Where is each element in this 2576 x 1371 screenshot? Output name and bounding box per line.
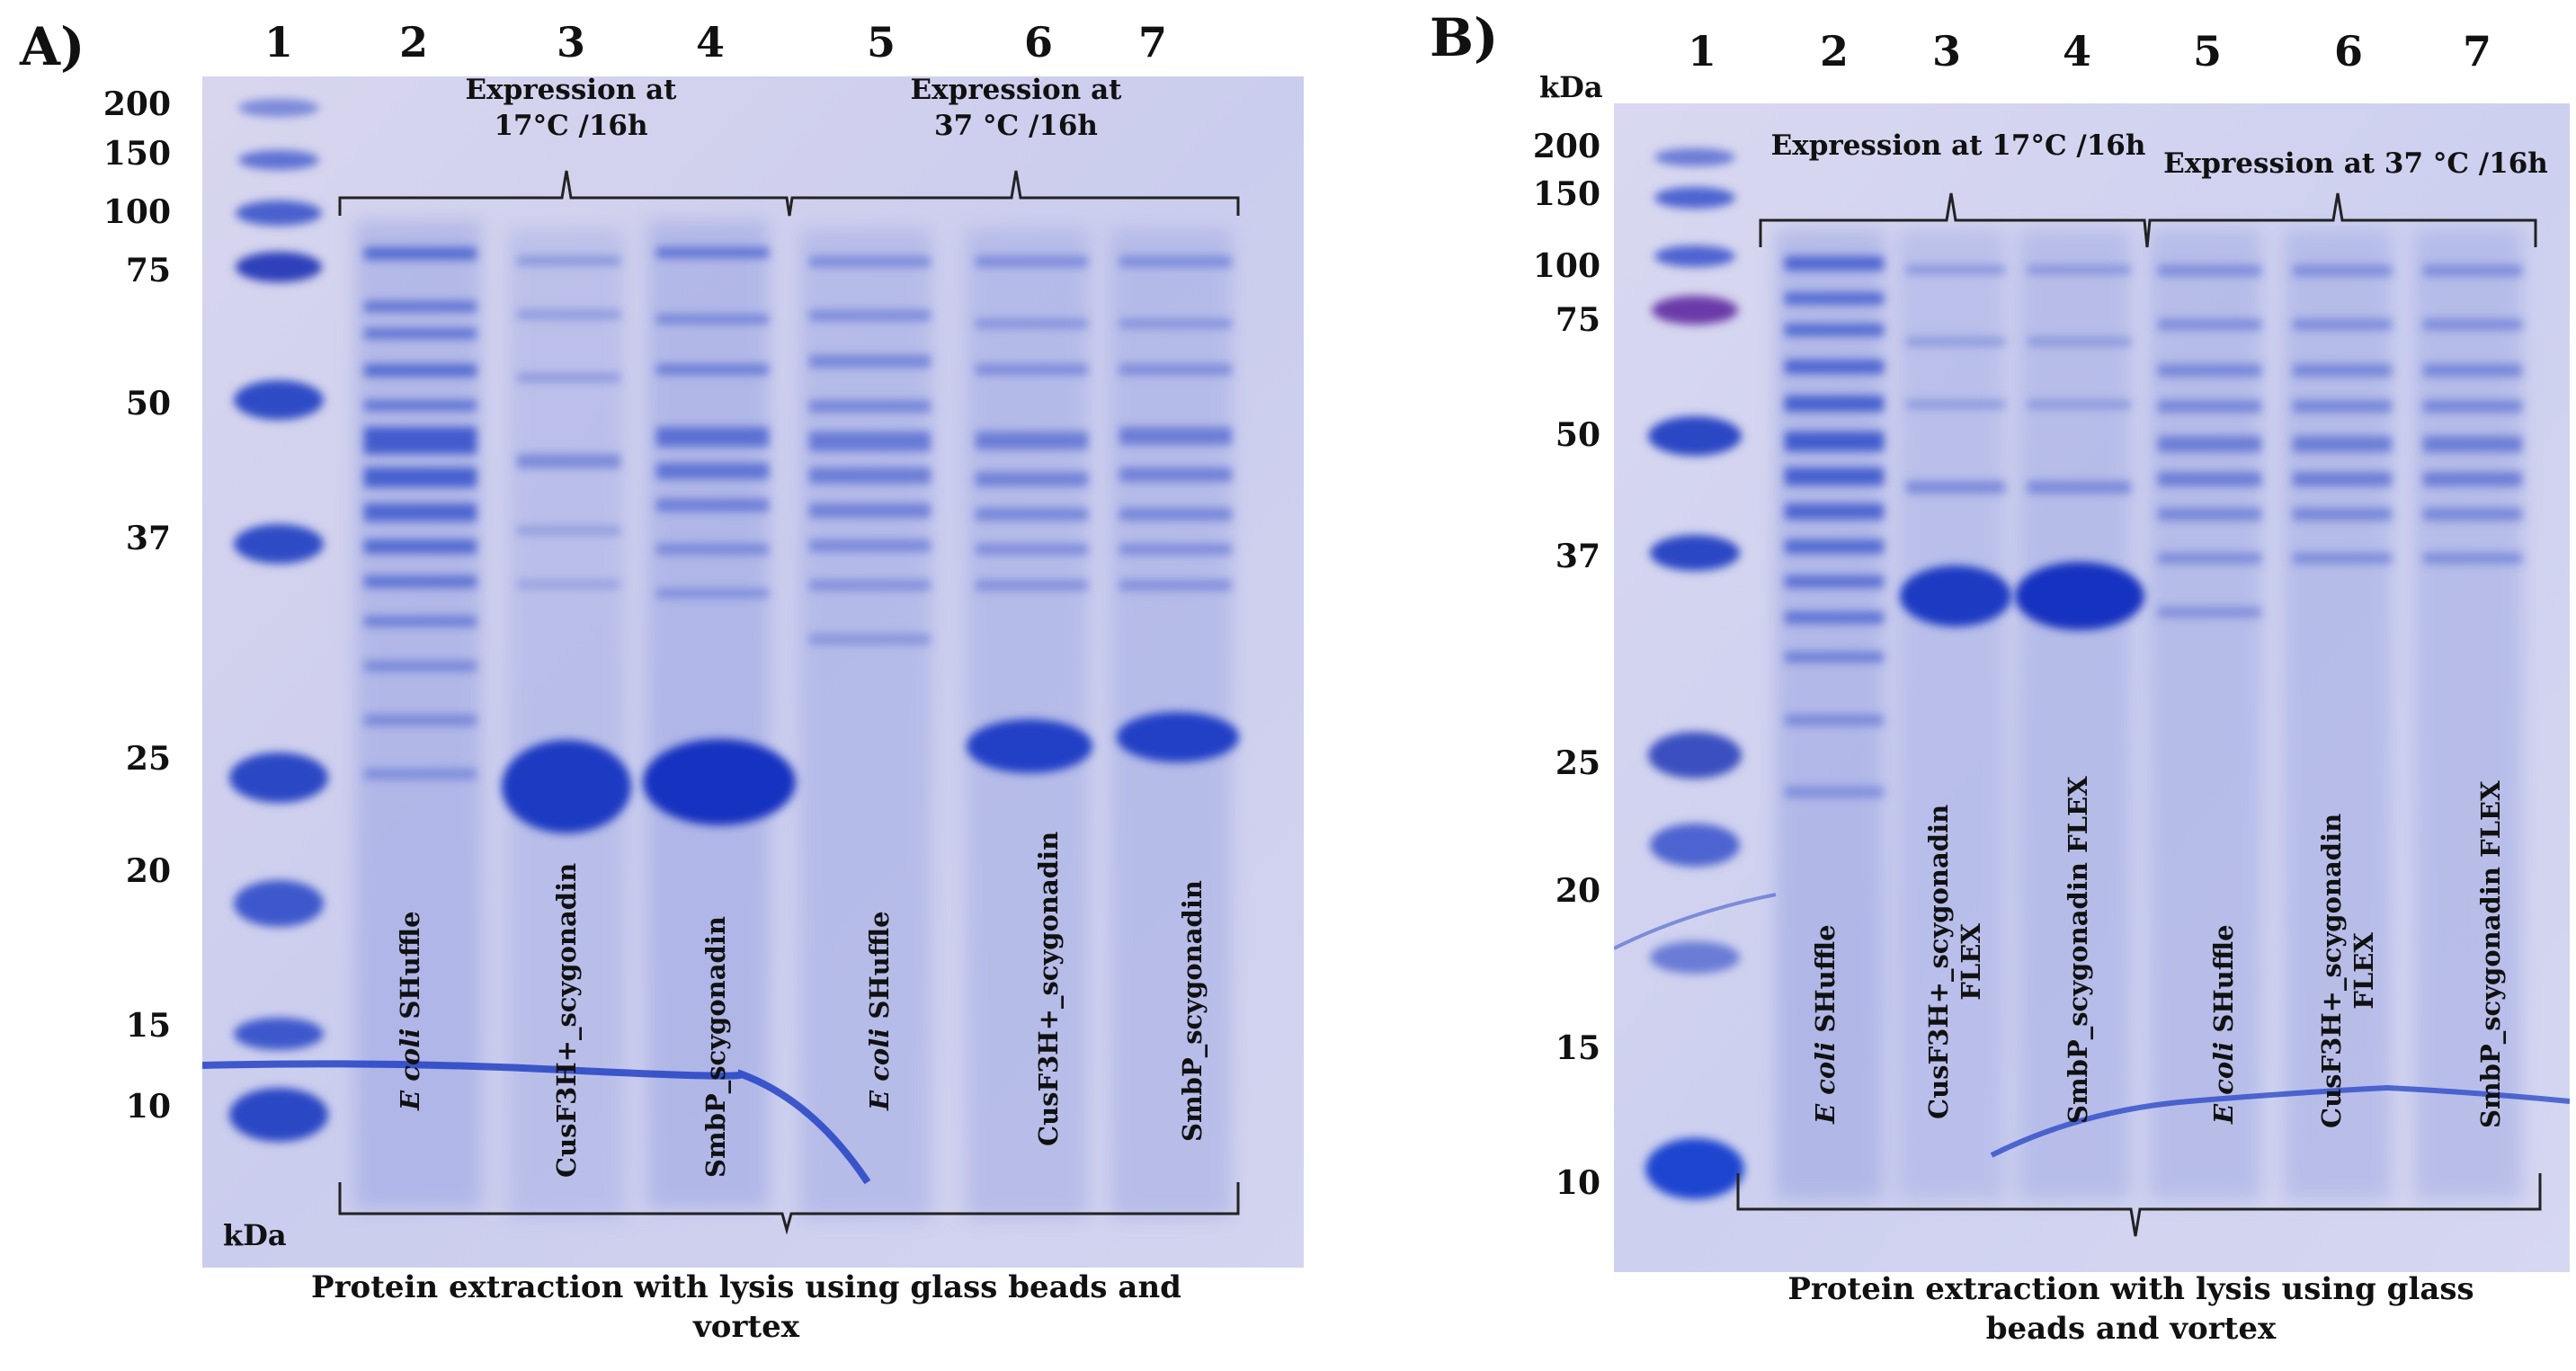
panel-a-lane-number-1: 1 bbox=[263, 18, 294, 67]
panel-a-bracket-top bbox=[338, 170, 1240, 217]
panel-b-lane-label-5-italic: E coli bbox=[2208, 1041, 2239, 1124]
panel-a-marker-75: 75 bbox=[125, 252, 171, 289]
panel-b-marker-75: 75 bbox=[1555, 301, 1600, 339]
panel-b-lane-number-1: 1 bbox=[1687, 27, 1717, 76]
panel-b-lane-label-6-line2: FLEX bbox=[2349, 932, 2379, 1010]
panel-b-lane-label-3: CusF3H+_scygonadin FLEX bbox=[1922, 805, 1987, 1119]
panel-a-condition-17-line1: Expression at bbox=[465, 74, 677, 106]
panel-b-marker-15: 15 bbox=[1555, 1029, 1600, 1067]
panel-b-kda-label: kDa bbox=[1539, 70, 1603, 104]
panel-a-lane-number-2: 2 bbox=[398, 18, 429, 67]
panel-a-bracket-bottom bbox=[338, 1182, 1240, 1235]
panel-a-lane-number-6: 6 bbox=[1023, 18, 1054, 67]
panel-b-marker-150: 150 bbox=[1532, 175, 1600, 213]
panel-a-lane-label-2-italic: E coli bbox=[395, 1028, 425, 1110]
panel-b-lane-label-4-text: SmbP_scygonadin FLEX bbox=[2063, 776, 2093, 1124]
panel-b-lane-number-5: 5 bbox=[2192, 27, 2223, 76]
panel-b-caption-line2: beads and vortex bbox=[1985, 1311, 2277, 1347]
panel-a-lane-label-7-text: SmbP_scygonadin bbox=[1177, 880, 1208, 1142]
panel-b-gel-image bbox=[1614, 103, 2570, 1272]
panel-b-marker-50: 50 bbox=[1555, 416, 1600, 454]
panel-b-lane-label-7: SmbP_scygonadin FLEX bbox=[2474, 780, 2507, 1128]
panel-b-marker-25: 25 bbox=[1555, 744, 1600, 782]
panel-b-lane-number-2: 2 bbox=[1819, 27, 1850, 76]
panel-b-marker-200: 200 bbox=[1532, 128, 1600, 165]
panel-b-lane-label-4: SmbP_scygonadin FLEX bbox=[2062, 776, 2094, 1124]
panel-b-lane-label-6: CusF3H+_scygonadin FLEX bbox=[2315, 814, 2380, 1128]
panel-b-lane-number-3: 3 bbox=[1931, 27, 1962, 76]
panel-a-lane-number-4: 4 bbox=[695, 18, 726, 67]
panel-a-letter: A) bbox=[20, 16, 85, 77]
panel-b-marker-37: 37 bbox=[1555, 538, 1600, 575]
panel-a-lane-label-6: CusF3H+_scygonadin bbox=[1032, 832, 1065, 1146]
panel-a-condition-37: Expression at 37 °C /16h bbox=[868, 72, 1164, 144]
panel-b-lane-label-2: E coli SHuffle bbox=[1809, 924, 1841, 1124]
panel-a-condition-37-line2: 37 °C /16h bbox=[934, 110, 1098, 142]
panel-a-lane-label-2: E coli SHuffle bbox=[394, 911, 426, 1110]
panel-a-lane-label-5-italic: E coli bbox=[864, 1028, 895, 1110]
panel-a-marker-15: 15 bbox=[125, 1007, 171, 1045]
panel-a-lane-number-5: 5 bbox=[866, 18, 896, 67]
panel-a-marker-150: 150 bbox=[103, 135, 171, 173]
panel-b-lane-label-2-italic: E coli bbox=[1810, 1041, 1841, 1124]
panel-a-caption-line2: vortex bbox=[693, 1309, 799, 1345]
panel-a-lane-label-5: E coli SHuffle bbox=[863, 911, 896, 1110]
panel-a-lane-label-2-rest: SHuffle bbox=[395, 911, 425, 1028]
panel-a-lane-label-6-text: CusF3H+_scygonadin bbox=[1033, 831, 1064, 1146]
panel-a-condition-17: Expression at 17°C /16h bbox=[423, 72, 719, 144]
panel-a-lane-label-3: CusF3H+_scygonadin bbox=[550, 863, 583, 1178]
panel-b-marker-20: 20 bbox=[1555, 872, 1600, 910]
panel-b-lane-label-6-line1: CusF3H+_scygonadin bbox=[2316, 813, 2347, 1128]
panel-a-lane-label-5-rest: SHuffle bbox=[864, 911, 895, 1028]
panel-a-condition-17-line2: 17°C /16h bbox=[494, 110, 648, 142]
panel-a-lane-label-4: SmbP_scygonadin bbox=[700, 916, 732, 1178]
panel-a-caption-line1: Protein extraction with lysis using glas… bbox=[311, 1269, 1181, 1305]
panel-a-lane-label-7: SmbP_scygonadin bbox=[1176, 880, 1208, 1142]
panel-a-marker-10: 10 bbox=[125, 1088, 171, 1126]
panel-a-lane-label-4-text: SmbP_scygonadin bbox=[700, 916, 731, 1178]
panel-a-marker-50: 50 bbox=[125, 385, 171, 423]
panel-b-lane-label-5: E coli SHuffle bbox=[2207, 924, 2240, 1124]
panel-a-caption: Protein extraction with lysis using glas… bbox=[297, 1268, 1196, 1347]
panel-b-marker-100: 100 bbox=[1532, 247, 1600, 285]
panel-a-marker-20: 20 bbox=[125, 852, 171, 890]
panel-b-lane-label-5-rest: SHuffle bbox=[2208, 924, 2239, 1042]
panel-b-lane-label-2-rest: SHuffle bbox=[1810, 924, 1841, 1042]
panel-a-lane-label-3-text: CusF3H+_scygonadin bbox=[551, 862, 582, 1178]
panel-b-lane-label-7-text: SmbP_scygonadin FLEX bbox=[2475, 780, 2506, 1128]
panel-a-lane-number-7: 7 bbox=[1137, 18, 1168, 67]
panel-a-condition-37-line1: Expression at bbox=[910, 74, 1122, 106]
panel-b-condition-37: Expression at 37 °C /16h bbox=[2163, 147, 2548, 180]
panel-a-gel-svg bbox=[202, 76, 1304, 1268]
panel-b-caption-line1: Protein extraction with lysis using glas… bbox=[1787, 1271, 2474, 1307]
panel-b-gel-svg bbox=[1614, 103, 2570, 1272]
panel-a-marker-37: 37 bbox=[125, 520, 171, 557]
panel-b-condition-17: Expression at 17°C /16h bbox=[1770, 129, 2146, 162]
panel-b-marker-10: 10 bbox=[1555, 1164, 1600, 1202]
panel-b-lane-label-3-line2: FLEX bbox=[1956, 923, 1986, 1001]
panel-a-marker-25: 25 bbox=[125, 740, 171, 778]
panel-a-marker-200: 200 bbox=[103, 85, 171, 123]
panel-b-bracket-top bbox=[1759, 192, 2537, 248]
panel-b-bracket-bottom bbox=[1736, 1173, 2542, 1237]
panel-a-kda-label: kDa bbox=[223, 1218, 287, 1252]
panel-a-gel-image bbox=[202, 76, 1304, 1268]
panel-a-lane-number-3: 3 bbox=[556, 18, 586, 67]
panel-b-lane-number-7: 7 bbox=[2462, 27, 2492, 76]
panel-a-marker-100: 100 bbox=[103, 193, 171, 231]
panel-b-letter: B) bbox=[1430, 7, 1499, 68]
panel-b-caption: Protein extraction with lysis using glas… bbox=[1740, 1269, 2522, 1349]
panel-b-lane-number-6: 6 bbox=[2333, 27, 2364, 76]
panel-b-lane-label-3-line1: CusF3H+_scygonadin bbox=[1923, 804, 1954, 1119]
panel-b-lane-number-4: 4 bbox=[2062, 27, 2092, 76]
